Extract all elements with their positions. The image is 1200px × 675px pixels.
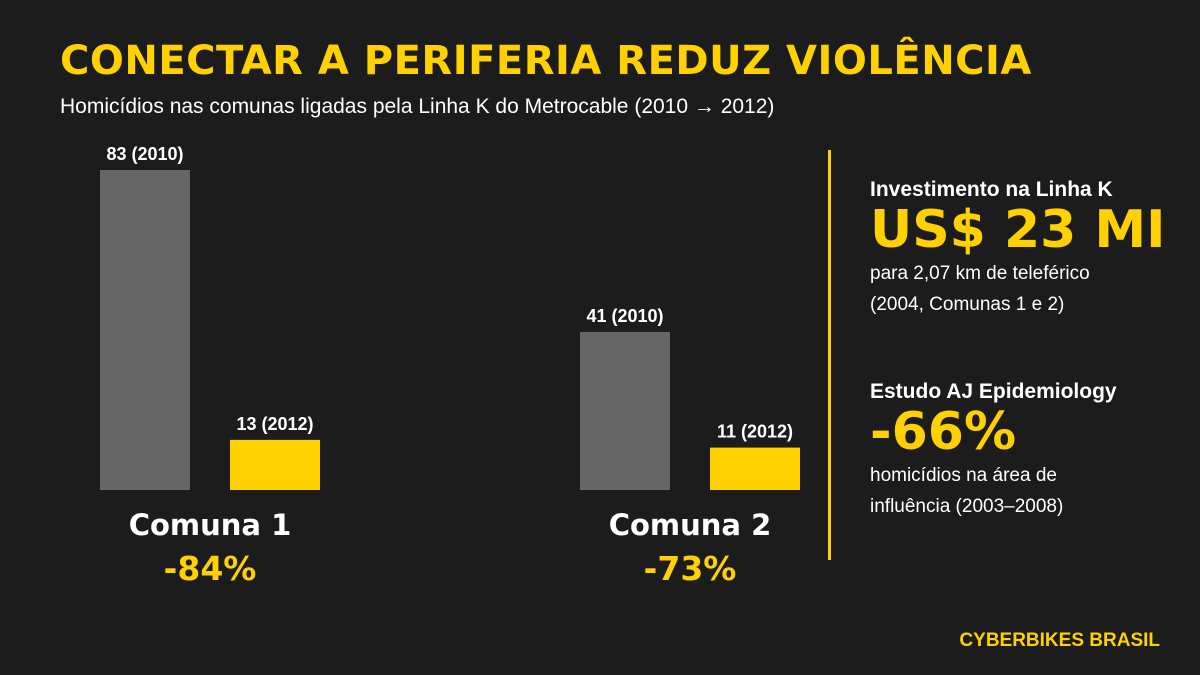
- investment-note-line-1: para 2,07 km de teleférico: [870, 263, 1090, 285]
- change-label-comuna-2: -73%: [644, 549, 737, 588]
- study-note-line-1: homicídios na área de: [870, 465, 1057, 487]
- homicides-bar-chart: 83 (2010) 13 (2012) Comuna 1 -84% 41 (2010) 1…: [100, 144, 800, 588]
- data-label-comuna-1-2010: 83 (2010): [106, 144, 183, 164]
- investment-value: US$ 23 MI: [870, 200, 1166, 260]
- data-label-comuna-2-2012: 11 (2012): [717, 422, 793, 442]
- bar-comuna-1-2010: [100, 170, 190, 490]
- study-note-line-2: influência (2003–2008): [870, 495, 1064, 517]
- brand-label: CYBERBIKES BRASIL: [959, 630, 1160, 651]
- category-label-comuna-1: Comuna 1: [129, 508, 292, 542]
- study-block: Estudo AJ Epidemiology -66% homicídios n…: [870, 380, 1190, 522]
- change-label-comuna-1: -84%: [164, 549, 257, 588]
- study-note: homicídios na área de influência (2003–2…: [870, 461, 1190, 522]
- study-heading: Estudo AJ Epidemiology: [870, 380, 1117, 403]
- page-subtitle: Homicídios nas comunas ligadas pela Linh…: [60, 95, 775, 118]
- investment-note-line-2: (2004, Comunas 1 e 2): [870, 293, 1065, 315]
- investment-note: para 2,07 km de teleférico (2004, Comuna…: [870, 259, 1190, 320]
- bar-comuna-1-2012: [230, 439, 320, 490]
- investment-heading: Investimento na Linha K: [870, 178, 1113, 201]
- study-value: -66%: [870, 402, 1017, 462]
- bar-comuna-2-2012: [710, 447, 800, 490]
- category-label-comuna-2: Comuna 2: [609, 508, 772, 542]
- section-divider: [828, 150, 831, 560]
- data-label-comuna-2-2010: 41 (2010): [586, 306, 663, 326]
- data-label-comuna-1-2012: 13 (2012): [236, 414, 313, 434]
- investment-block: Investimento na Linha K US$ 23 MI para 2…: [870, 178, 1190, 320]
- page-title: CONECTAR A PERIFERIA REDUZ VIOLÊNCIA: [60, 38, 1032, 84]
- bar-comuna-2-2010: [580, 331, 670, 490]
